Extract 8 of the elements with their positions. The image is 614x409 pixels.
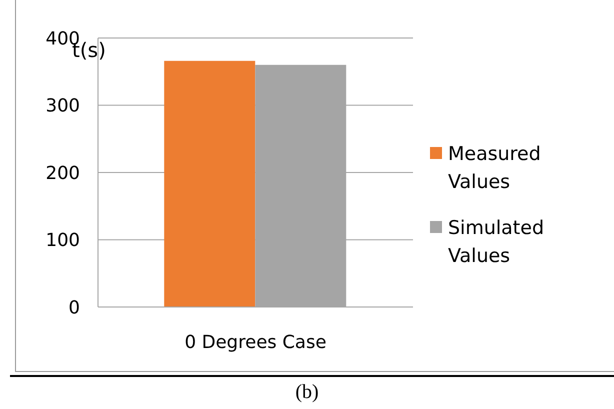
legend-label: Simulated Values <box>448 216 546 269</box>
legend-label: Measured Values <box>448 142 542 195</box>
y-tick-label: 0 <box>68 297 80 318</box>
x-tick-label: 0 Degrees Case <box>184 332 326 353</box>
y-tick-label: 100 <box>46 230 80 252</box>
text: (b) <box>294 381 320 404</box>
y-tick-label: 300 <box>46 96 80 117</box>
y-tick-label: 200 <box>46 162 80 184</box>
